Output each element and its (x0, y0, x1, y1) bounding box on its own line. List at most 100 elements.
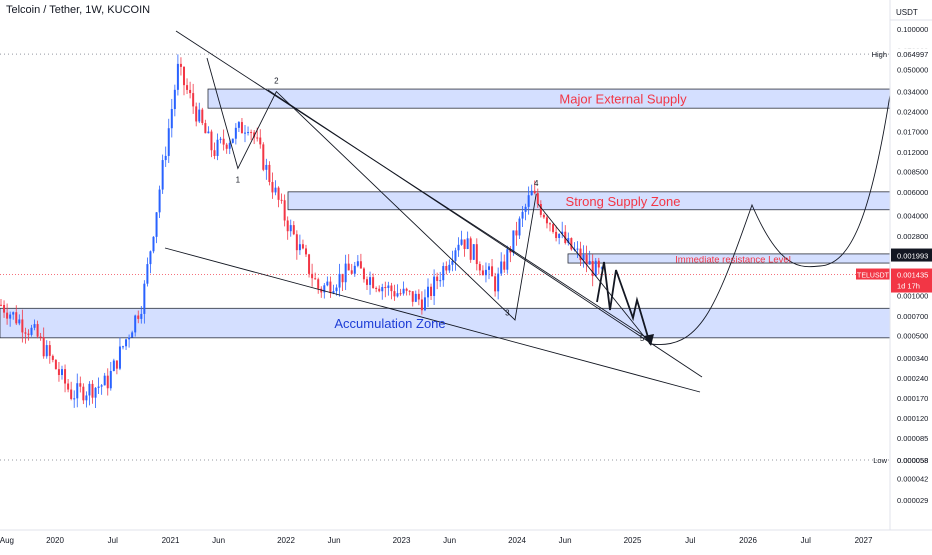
price-tick: 0.017000 (897, 128, 928, 137)
candle-body (305, 248, 307, 255)
candle-body (3, 304, 6, 313)
candle-body (451, 260, 454, 265)
candle-body (478, 264, 481, 271)
candle-body (301, 244, 304, 249)
candle-body (445, 266, 448, 271)
candle-body (9, 314, 12, 319)
candle-body (454, 250, 457, 261)
candle-body (161, 160, 164, 190)
candle-body (442, 266, 445, 281)
candle-body (570, 238, 573, 250)
candle-body (76, 383, 79, 399)
candle-body (109, 370, 112, 389)
candle-body (115, 360, 118, 369)
last-price-value: 0.001435 (897, 271, 928, 280)
wave-path (206, 57, 537, 321)
candle-body (277, 187, 280, 200)
price-tick: 0.000170 (897, 394, 928, 403)
time-tick: Aug (0, 536, 14, 545)
candle-body (469, 238, 472, 260)
candle-body (231, 138, 234, 143)
candle-body (262, 144, 265, 170)
candle-body (167, 128, 170, 156)
candle-body (353, 265, 356, 274)
candle-body (423, 297, 426, 311)
candle-body (170, 109, 173, 129)
candle-body (338, 273, 341, 288)
price-tick: 0.100000 (897, 25, 928, 34)
high-value: 0.064997 (897, 50, 928, 59)
time-axis[interactable]: Aug 2020 Jul 2021 Jun 2022 Jun 2023 Jun 2024 Jun 20… (0, 529, 932, 550)
price-tick: 0.000340 (897, 354, 928, 363)
candle-body (216, 139, 219, 156)
time-tick: Jul (108, 536, 118, 545)
candle-body (70, 389, 73, 399)
time-axis-bg (0, 530, 932, 550)
candle-body (558, 233, 561, 238)
candle-body (457, 244, 460, 251)
candle-body (259, 137, 262, 145)
candle-body (179, 63, 182, 67)
candle-body (33, 324, 36, 328)
high-label: High (872, 50, 887, 59)
candle-body (509, 249, 512, 253)
candle-body (369, 277, 372, 285)
candle-body (6, 312, 9, 319)
candle-body (186, 85, 189, 90)
low-value: 0.000058 (897, 456, 928, 465)
candle-body (250, 132, 253, 134)
candle-body (341, 273, 344, 283)
candle-body (27, 333, 30, 335)
candle-body (484, 269, 487, 276)
candle-body (600, 267, 603, 269)
price-tick: 0.008500 (897, 168, 928, 177)
candle-body (61, 369, 63, 376)
candle-body (524, 206, 527, 212)
candle-body (265, 164, 268, 170)
candle-body (384, 287, 387, 289)
price-axis[interactable]: USDT0.1000000.0700000.0500000.0340000.02… (889, 0, 932, 550)
time-tick: Jun (443, 536, 456, 545)
candle-body (91, 383, 94, 398)
resistance-price-tag (891, 248, 932, 262)
candle-body (219, 138, 222, 140)
candle-body (335, 287, 338, 292)
candle-body (15, 312, 18, 324)
time-tick: 2021 (162, 536, 180, 545)
candle-body (112, 360, 115, 371)
candle-body (356, 261, 359, 266)
price-tick: 0.024000 (897, 108, 928, 117)
candle-body (366, 279, 368, 285)
candle-body (39, 336, 42, 338)
candle-body (393, 291, 396, 297)
candle-body (67, 383, 70, 390)
candle-body (21, 319, 24, 333)
candle-body (137, 315, 140, 319)
candle-body (582, 254, 585, 261)
candle-body (140, 313, 143, 319)
candle-body (247, 132, 250, 134)
time-tick: 2027 (855, 536, 873, 545)
price-tick: 0.004000 (897, 211, 928, 220)
candle-body (317, 279, 320, 289)
candle-body (244, 132, 246, 134)
candle-body (521, 211, 524, 219)
accumulation-label: Accumulation Zone (334, 316, 445, 331)
candle-body (491, 266, 494, 277)
candle-body (192, 93, 195, 107)
candle-body (381, 287, 384, 292)
candle-body (585, 254, 588, 265)
wave-label-3: 3 (505, 308, 510, 317)
candle-body (396, 293, 399, 297)
candle-body (234, 127, 237, 139)
candle-body (198, 109, 201, 122)
candle-body (439, 280, 442, 282)
candle-body (579, 248, 582, 261)
price-tick: 0.001000 (897, 291, 928, 300)
candle-body (576, 248, 579, 250)
candle-body (436, 276, 439, 281)
candle-body (210, 131, 213, 151)
candle-body (387, 285, 390, 288)
